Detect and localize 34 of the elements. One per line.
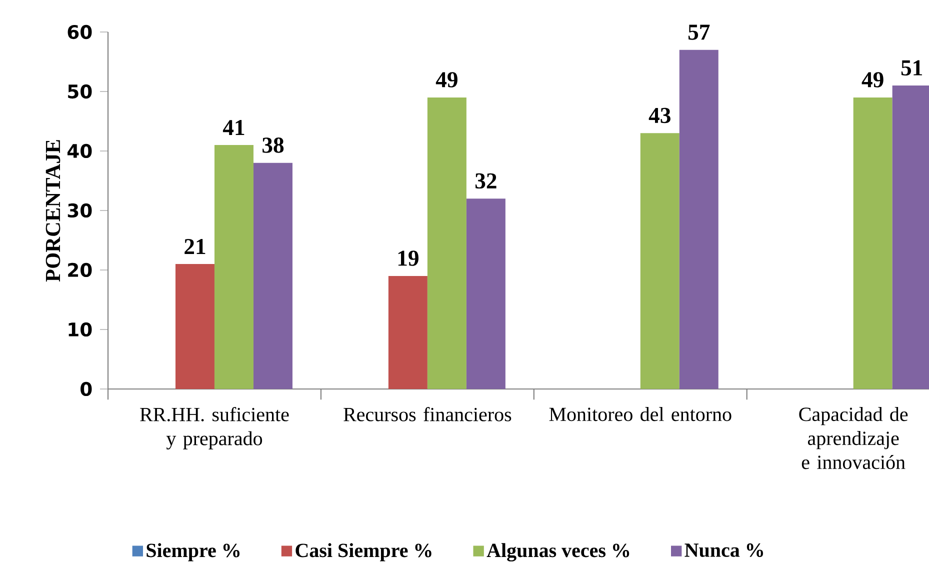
y-tick-label: 60 <box>68 24 92 40</box>
data-label: 51 <box>901 60 922 76</box>
legend-label: Casi Siempre % <box>296 543 432 562</box>
y-tick-label: 20 <box>68 262 92 278</box>
data-label: 57 <box>688 24 710 40</box>
y-tick-label: 40 <box>67 144 92 158</box>
y-axis-title: PORCENTAJE <box>46 140 60 282</box>
y-tick-label: 10 <box>68 322 92 337</box>
data-label: 32 <box>475 173 496 189</box>
data-label: 49 <box>436 72 458 88</box>
x-tick-label: Monitoreo del entorno <box>549 407 732 422</box>
legend-label: Algunas veces % <box>486 543 630 562</box>
x-tick-label: Capacidad de aprendizaje e innovación <box>799 407 908 470</box>
data-label: 21 <box>184 238 206 254</box>
data-label: 41 <box>222 120 244 135</box>
y-tick-label: 30 <box>68 203 92 218</box>
bar <box>175 264 214 389</box>
data-label: 49 <box>862 72 884 88</box>
bar <box>427 97 466 389</box>
bar <box>466 198 506 389</box>
bar <box>640 133 680 389</box>
data-label: 43 <box>648 108 670 124</box>
data-label: 19 <box>398 250 418 266</box>
legend-label: Nunca % <box>684 543 763 557</box>
y-tick-label: 0 <box>80 382 92 396</box>
legend-label: Siempre % <box>146 543 240 562</box>
x-tick-label: RR.HH. suficiente y preparado <box>140 407 289 450</box>
y-tick-label: 50 <box>68 84 92 99</box>
bar <box>679 50 718 389</box>
x-tick-label: Recursos financieros <box>344 407 512 422</box>
bar <box>388 276 428 389</box>
bar <box>214 145 254 389</box>
data-label: 38 <box>262 138 284 153</box>
bar <box>253 162 292 389</box>
